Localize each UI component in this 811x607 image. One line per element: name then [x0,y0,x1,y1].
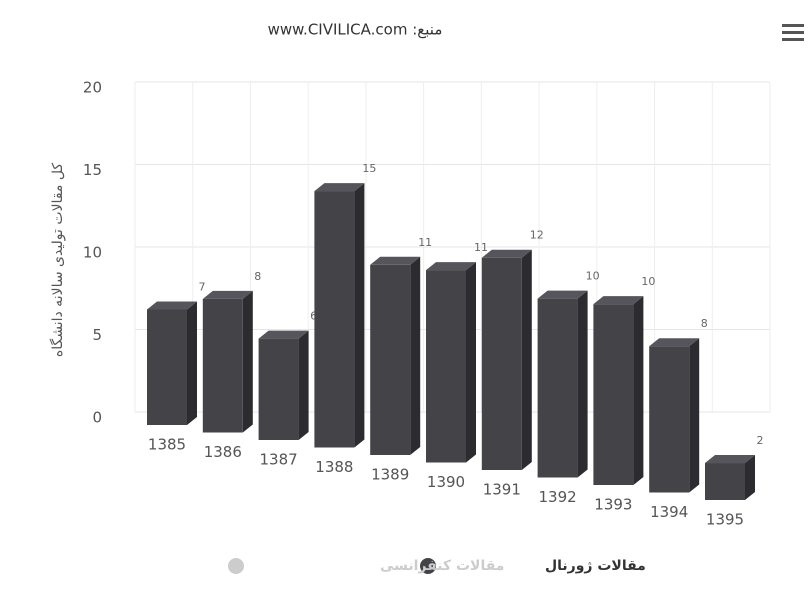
legend-item[interactable]: مقالات ژورنال [420,558,646,574]
menu-button[interactable] [782,24,804,41]
y-axis-title: کل مقالات تولیدی سالانه دانشگاه [49,163,66,358]
bar-side [242,290,253,433]
bar-top [705,455,755,464]
bar [147,301,197,425]
bar-side [354,183,365,448]
bar-front [258,338,299,440]
menu-bar [782,24,804,27]
bar [481,249,532,470]
bar-side [187,301,197,425]
bar-side [521,249,532,470]
bar-top [593,296,644,305]
bar-top [649,338,700,347]
value-label: 11 [418,236,432,249]
x-tick-label: 1390 [427,473,465,491]
x-tick-label: 1391 [483,481,521,499]
value-label: 10 [641,275,655,288]
bar-side [410,256,421,455]
bar-top [314,183,365,192]
value-label: 8 [254,270,261,283]
bar [370,256,421,455]
value-label: 6 [310,310,317,323]
bar-top [258,330,309,339]
x-tick-label: 1395 [706,511,744,529]
y-tick-label: 20 [83,79,102,97]
bar-side [633,296,644,485]
chart-title: منبع: www.CIVILICA.com [268,21,443,39]
bar-top [481,249,532,258]
y-tick-label: 15 [83,161,102,179]
bar-front [202,298,243,433]
bar-top [426,262,476,271]
value-label: 11 [474,241,488,254]
bar-front [370,264,411,455]
bar-front [537,298,578,478]
y-tick-label: 0 [92,409,102,427]
bar [258,330,309,440]
value-label: 12 [530,229,544,242]
bar [314,183,365,448]
bar [705,455,755,500]
menu-bar [782,31,804,34]
x-tick-label: 1389 [371,466,409,484]
legend-label: مقالات کنفرانسی [380,558,504,574]
bar-side [298,330,309,440]
legend-marker [420,558,436,574]
legend-item[interactable]: مقالات کنفرانسی [228,558,504,574]
bar-front [426,270,466,463]
bar [593,296,644,485]
value-label: 2 [757,434,764,447]
x-tick-label: 1386 [204,443,242,461]
y-tick-label: 5 [92,326,102,344]
bar-side [466,262,476,463]
x-tick-label: 1394 [650,503,688,521]
x-tick-label: 1387 [260,451,298,469]
value-label: 10 [586,270,600,283]
bar [649,338,700,493]
x-tick-label: 1393 [594,496,632,514]
value-label: 15 [362,162,376,175]
bar-front [705,463,745,500]
legend-marker [228,558,244,574]
bar-side [577,290,588,478]
y-tick-label: 10 [83,244,102,262]
bar-front [314,191,355,448]
value-label: 8 [701,317,708,330]
bar-front [481,257,522,470]
bar [202,290,253,433]
bar-side [745,455,755,500]
bar-side [689,338,700,493]
bar-front [147,309,187,425]
x-tick-label: 1388 [315,458,353,476]
bar [537,290,588,478]
legend-label: مقالات ژورنال [545,558,646,574]
bar-top [537,290,588,299]
bar-front [593,304,634,485]
bar-top [370,256,421,265]
bar-top [202,290,253,299]
bar-top [147,301,197,310]
bar-front [649,346,690,493]
menu-bar [782,38,804,41]
x-tick-label: 1392 [539,488,577,506]
value-label: 7 [199,281,206,294]
bar [426,262,476,463]
x-tick-label: 1385 [148,436,186,454]
